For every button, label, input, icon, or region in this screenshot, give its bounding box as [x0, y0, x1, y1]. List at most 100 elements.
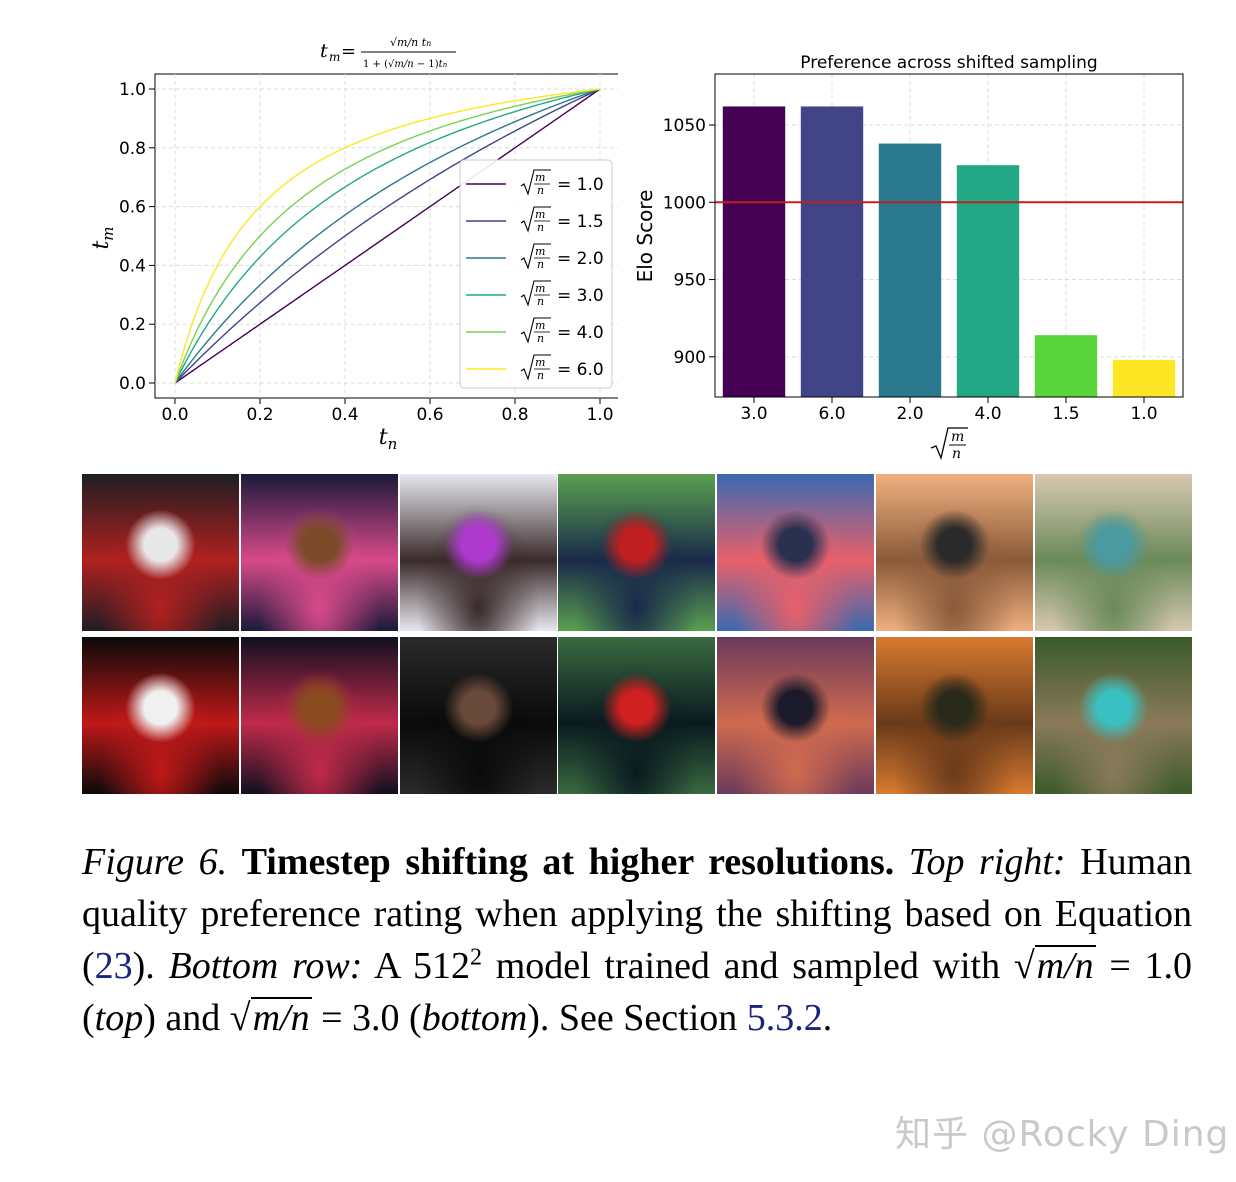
x-tick-label: 0.2 [246, 405, 273, 425]
caption-text: . [822, 997, 833, 1039]
caption-text: bottom [421, 997, 528, 1039]
svg-text:m: m [535, 208, 545, 221]
caption-text: ). [132, 945, 155, 987]
svg-text:1 + (√m/n − 1)tn: 1 + (√m/n − 1)tn [363, 59, 448, 70]
legend-box [459, 159, 613, 389]
temple-ruins-top-image [1034, 474, 1192, 631]
plot-area [714, 73, 1184, 398]
y-axis-label: Elo Score [633, 190, 657, 283]
chart-title: Preference across shifted sampling [800, 53, 1097, 73]
caption-text: model trained and sampled with [495, 945, 1001, 987]
pagoda-pond-bottom-image [558, 637, 716, 794]
x-tick-label: 0.4 [331, 405, 358, 425]
caption-text: = 1.0 ( [82, 945, 1193, 1039]
svg-text:m: m [535, 171, 545, 184]
y-tick-label: 0.8 [119, 139, 146, 159]
svg-text:= 4.0: = 4.0 [557, 323, 604, 343]
svg-text:n: n [537, 258, 544, 271]
man-leather-jacket-bottom-image [399, 637, 557, 794]
caption-text: top [94, 997, 144, 1039]
caption-text: ). See Section [527, 997, 738, 1039]
factory-dusk-bottom-image [717, 637, 875, 794]
equation-ref-link[interactable]: 23 [94, 945, 133, 987]
x-tick-label: 0.0 [161, 405, 188, 425]
caption-text: ) and [143, 997, 221, 1039]
series-line [174, 88, 601, 384]
svg-text:n: n [537, 369, 544, 382]
bar [956, 165, 1020, 397]
x-axis-label: tn [379, 425, 398, 453]
bar [1112, 359, 1176, 397]
man-leather-jacket-top-image [399, 474, 557, 631]
legend-label: mn = 1.0 [520, 169, 604, 197]
shift-curve-chart: t m = √m/n tn 1 + (√m/n − 1)tn 0.0 0.2 0.4… [89, 36, 618, 453]
legend: mn = 1.0mn = 1.5mn = 2.0mn = 3.0mn = 4.0mn = 6… [459, 159, 613, 389]
y-tick-label: 900 [674, 348, 706, 368]
bar [878, 143, 942, 397]
y-tick-label: 1000 [663, 193, 706, 213]
y-tick-label: 0.4 [119, 256, 146, 276]
y-tick-label: 950 [674, 271, 706, 291]
svg-text:m: m [535, 319, 545, 332]
x-tick-label: 2.0 [896, 404, 923, 424]
series-line [174, 88, 601, 384]
series-line [174, 88, 601, 384]
skull-logo-bottom-image [82, 637, 239, 794]
x-tick-label: 0.8 [501, 405, 528, 425]
elo-bar-chart: Preference across shifted sampling 3.0 6.… [633, 53, 1184, 462]
svg-text:n: n [537, 332, 544, 345]
caption-text: = 3.0 ( [321, 997, 422, 1039]
svg-text:n: n [537, 221, 544, 234]
x-tick-label: 1.0 [1130, 404, 1157, 424]
section-ref-link[interactable]: 5.3.2 [746, 997, 823, 1039]
skull-logo-top-image [82, 474, 239, 631]
sqrt-math: √m/n [1013, 945, 1096, 987]
watermark: 知乎 @Rocky Ding [895, 1114, 1230, 1155]
caption-text: A 512 [373, 945, 471, 987]
factory-sunset-top-image [717, 474, 875, 631]
x-tick-label: 1.5 [1052, 404, 1079, 424]
svg-text:m: m [535, 245, 545, 258]
caption-top-right: Top right: [908, 841, 1066, 883]
caption-bottom-row: Bottom row: [168, 945, 363, 987]
y-axis-label: tm [89, 226, 117, 249]
vintage-car-fog-top-image [876, 474, 1033, 631]
legend-label: mn = 3.0 [520, 280, 604, 308]
pagoda-pond-top-image [558, 474, 716, 631]
svg-text:m: m [535, 356, 545, 369]
y-tick-label: 1.0 [119, 80, 146, 100]
x-tick-label: 4.0 [974, 404, 1001, 424]
svg-text:√m/n tn: √m/n tn [390, 36, 431, 49]
figure-label: Figure 6. [82, 841, 228, 883]
svg-text:= 1.5: = 1.5 [557, 212, 604, 232]
svg-text:= 3.0: = 3.0 [557, 286, 604, 306]
caption-title: Timestep shifting at higher resolutions. [241, 841, 895, 883]
caption-text: Human quality preference rating when app… [82, 841, 1192, 987]
svg-text:= 1.0: = 1.0 [557, 175, 604, 195]
sample-image-grid [82, 474, 1193, 796]
x-tick-label: 0.6 [416, 405, 443, 425]
legend-label: mn = 6.0 [520, 354, 604, 382]
svg-text:= 2.0: = 2.0 [557, 249, 604, 269]
bar [722, 106, 786, 398]
x-tick-label: 1.0 [586, 405, 613, 425]
svg-text:m: m [951, 429, 964, 445]
legend-label: mn = 1.5 [520, 206, 604, 234]
red-hair-woman-city-bottom-image [240, 637, 398, 794]
series-line [174, 88, 601, 384]
svg-text:t: t [320, 40, 328, 62]
svg-text:= 6.0: = 6.0 [557, 360, 604, 380]
bar [800, 106, 864, 398]
svg-text:=: = [341, 41, 356, 62]
x-tick-label: 6.0 [818, 404, 845, 424]
caption-superscript: 2 [470, 944, 483, 971]
svg-text:n: n [952, 446, 961, 462]
svg-text:m: m [535, 282, 545, 295]
plot-area [154, 73, 618, 399]
x-tick-label: 3.0 [740, 404, 767, 424]
red-hair-woman-city-top-image [240, 474, 398, 631]
series-line [174, 88, 601, 384]
svg-text:n: n [537, 295, 544, 308]
y-tick-label: 0.2 [119, 315, 146, 335]
x-axis-label: m n [930, 427, 968, 462]
